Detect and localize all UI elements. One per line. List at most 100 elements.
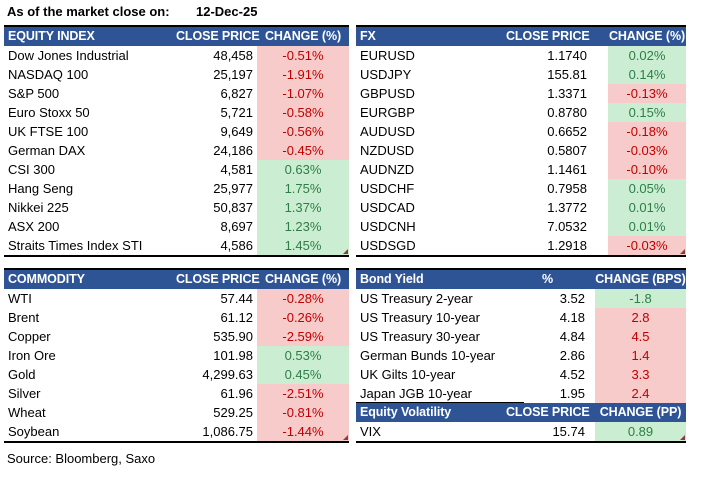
instrument-name-cell: CSI 300 [8, 162, 55, 177]
close-price-header: CLOSE PRICE [176, 29, 260, 43]
instrument-name-cell: Dow Jones Industrial [8, 48, 129, 63]
percent-header: % [541, 272, 553, 286]
instrument-name-cell: AUDUSD [360, 124, 415, 139]
table-row: Silver 61.96 -2.51% [4, 384, 349, 403]
instrument-name-cell: German DAX [8, 143, 86, 158]
corner-marker-icon [680, 435, 685, 440]
change-cell: -0.81% [257, 403, 349, 422]
table-row: NZDUSD 0.5807 -0.03% [356, 141, 686, 160]
table-title: EQUITY INDEX [8, 29, 95, 43]
change-cell: 0.01% [608, 198, 686, 217]
table-row: Copper 535.90 -2.59% [4, 327, 349, 346]
change-cell: 0.02% [608, 46, 686, 65]
table-row: NASDAQ 100 25,197 -1.91% [4, 65, 349, 84]
change-cell: -0.56% [257, 122, 349, 141]
close-price-cell: 6,827 [220, 86, 253, 101]
table-row: Iron Ore 101.98 0.53% [4, 346, 349, 365]
table-row: CSI 300 4,581 0.63% [4, 160, 349, 179]
fx-rows: EURUSD 1.1740 0.02% USDJPY 155.81 0.14% … [356, 46, 686, 255]
change-cell: 1.45% [257, 236, 349, 255]
instrument-name-cell: WTI [8, 291, 32, 306]
change-header: CHANGE (%) [608, 29, 686, 43]
instrument-name-cell: VIX [360, 424, 381, 439]
table-row: USDCHF 0.7958 0.05% [356, 179, 686, 198]
yield-cell: 4.52 [559, 367, 585, 382]
table-row: S&P 500 6,827 -1.07% [4, 84, 349, 103]
instrument-name-cell: Nikkei 225 [8, 200, 69, 215]
change-cell: -0.28% [257, 289, 349, 308]
close-price-cell: 535.90 [213, 329, 253, 344]
close-price-cell: 8,697 [220, 219, 253, 234]
yield-cell: 3.52 [559, 291, 585, 306]
change-cell: 0.63% [257, 160, 349, 179]
instrument-name-cell: UK FTSE 100 [8, 124, 89, 139]
table-row: Brent 61.12 -0.26% [4, 308, 349, 327]
instrument-name-cell: S&P 500 [8, 86, 60, 101]
change-cell: 2.4 [595, 384, 686, 403]
instrument-name-cell: GBPUSD [360, 86, 415, 101]
close-price-cell: 155.81 [547, 67, 587, 82]
close-price-cell: 4,299.63 [202, 367, 253, 382]
close-price-cell: 101.98 [213, 348, 253, 363]
table-row: Straits Times Index STI 4,586 1.45% [4, 236, 349, 255]
change-cell: 0.15% [608, 103, 686, 122]
table-row: Wheat 529.25 -0.81% [4, 403, 349, 422]
change-cell: -2.59% [257, 327, 349, 346]
change-cell: 3.3 [595, 365, 686, 384]
change-cell: -0.13% [608, 84, 686, 103]
corner-marker-icon [343, 435, 348, 440]
close-price-cell: 1,086.75 [202, 424, 253, 439]
change-cell: -0.58% [257, 103, 349, 122]
table-title: Bond Yield [360, 272, 424, 286]
instrument-name-cell: ASX 200 [8, 219, 60, 234]
change-cell: 0.89 [595, 422, 686, 441]
close-price-header: CLOSE PRICE [176, 272, 260, 286]
close-price-cell: 0.6652 [547, 124, 587, 139]
close-price-cell: 9,649 [220, 124, 253, 139]
instrument-name-cell: USDJPY [360, 67, 412, 82]
change-cell: 1.4 [595, 346, 686, 365]
yield-cell: 1.95 [559, 386, 585, 401]
equity-index-rows: Dow Jones Industrial 48,458 -0.51% NASDA… [4, 46, 349, 255]
table-row: Dow Jones Industrial 48,458 -0.51% [4, 46, 349, 65]
change-cell: -1.91% [257, 65, 349, 84]
instrument-name-cell: EURGBP [360, 105, 415, 120]
bond-yield-rows: US Treasury 2-year 3.52 -1.8 US Treasury… [356, 289, 686, 403]
change-cell: 1.23% [257, 217, 349, 236]
bond-yield-table: Bond Yield % CHANGE (BPS) US Treasury 2-… [356, 268, 686, 443]
equity-volatility-rows: VIX 15.74 0.89 [356, 422, 686, 441]
instrument-name-cell: Euro Stoxx 50 [8, 105, 90, 120]
yield-cell: 4.84 [559, 329, 585, 344]
commodity-header-row: COMMODITY CLOSE PRICE CHANGE (%) [4, 270, 349, 289]
change-cell: 1.75% [257, 179, 349, 198]
close-price-cell: 50,837 [213, 200, 253, 215]
table-row: USDSGD 1.2918 -0.03% [356, 236, 686, 255]
close-price-cell: 25,197 [213, 67, 253, 82]
instrument-name-cell: Soybean [8, 424, 60, 439]
change-header: CHANGE (BPS) [595, 272, 686, 286]
close-price-header: CLOSE PRICE [506, 29, 590, 43]
change-cell: -0.03% [608, 236, 686, 255]
change-cell: -0.18% [608, 122, 686, 141]
change-header: CHANGE (PP) [599, 405, 682, 419]
table-row: UK Gilts 10-year 4.52 3.3 [356, 365, 686, 384]
equity-index-header-row: EQUITY INDEX CLOSE PRICE CHANGE (%) [4, 27, 349, 46]
table-row: VIX 15.74 0.89 [356, 422, 686, 441]
table-row: Soybean 1,086.75 -1.44% [4, 422, 349, 441]
table-row: ASX 200 8,697 1.23% [4, 217, 349, 236]
change-cell: 0.05% [608, 179, 686, 198]
close-price-cell: 4,581 [220, 162, 253, 177]
instrument-name-cell: USDSGD [360, 238, 416, 253]
change-cell: -2.51% [257, 384, 349, 403]
instrument-name-cell: US Treasury 10-year [360, 310, 480, 325]
close-price-cell: 15.74 [552, 424, 585, 439]
instrument-name-cell: Japan JGB 10-year [360, 386, 473, 401]
instrument-name-cell: Brent [8, 310, 40, 325]
table-row: USDCNH 7.0532 0.01% [356, 217, 686, 236]
fx-header-row: FX CLOSE PRICE CHANGE (%) [356, 27, 686, 46]
instrument-name-cell: Copper [8, 329, 51, 344]
change-cell: 0.01% [608, 217, 686, 236]
close-price-cell: 5,721 [220, 105, 253, 120]
instrument-name-cell: UK Gilts 10-year [360, 367, 456, 382]
change-cell: 1.37% [257, 198, 349, 217]
